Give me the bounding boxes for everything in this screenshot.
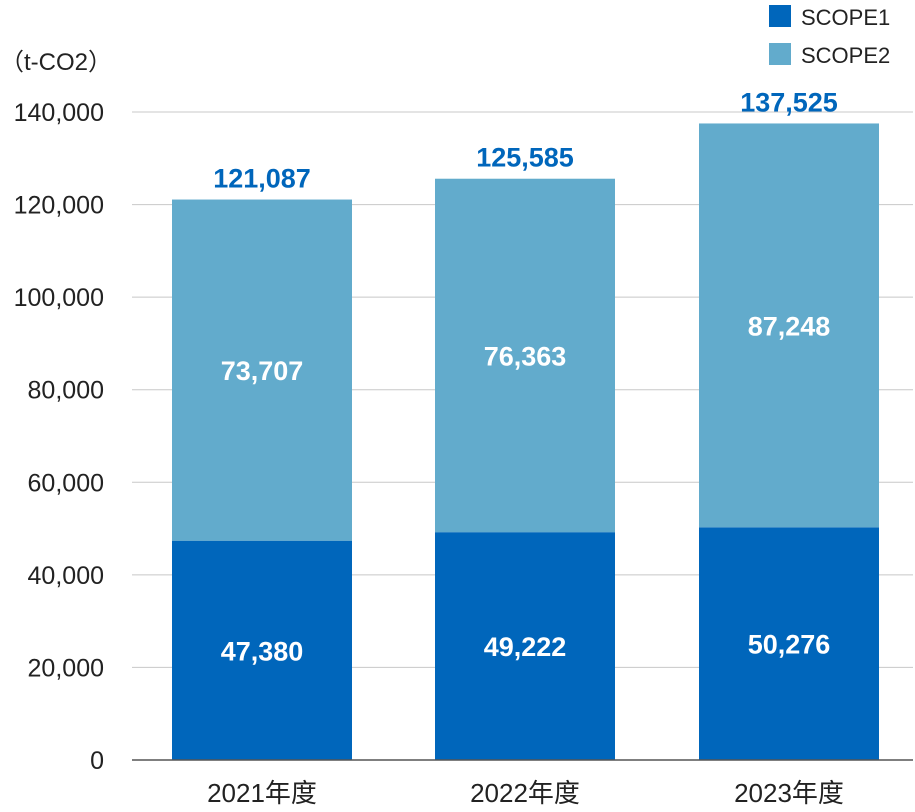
bars [172, 123, 879, 760]
y-tick-label: 100,000 [14, 284, 104, 312]
bar-segment-scope1-3 [699, 527, 879, 760]
bar-segment-scope1-2 [435, 532, 615, 760]
x-category-label: 2023年度 [734, 778, 844, 808]
x-category-label: 2021年度 [207, 778, 317, 808]
legend-label-scope1: SCOPE1 [801, 5, 890, 30]
data-labels: 47,380 73,707 121,087 49,222 76,363 125,585 50… [213, 87, 838, 666]
bar-segment-scope2-2 [435, 178, 615, 533]
legend-swatch-scope1 [769, 5, 791, 27]
bar-segment-scope2-1 [172, 199, 352, 541]
y-tick-label: 140,000 [14, 99, 104, 127]
legend: SCOPE1 SCOPE2 [769, 5, 890, 68]
x-category-label: 2022年度 [470, 778, 580, 808]
y-tick-label: 80,000 [28, 377, 104, 405]
total-value-label: 121,087 [213, 164, 311, 194]
y-axis-unit-label: （t-CO2） [0, 49, 112, 76]
segment-value-label: 49,222 [484, 632, 567, 662]
bar-segment-scope2-3 [699, 123, 879, 528]
axes: 0 20,000 40,000 60,000 80,000 100,000 120,000 1… [14, 99, 913, 808]
y-tick-label: 40,000 [28, 562, 104, 590]
y-tick-label: 20,000 [28, 654, 104, 682]
total-value-label: 125,585 [476, 143, 574, 173]
segment-value-label: 76,363 [484, 341, 567, 371]
segment-value-label: 47,380 [221, 636, 304, 666]
total-value-label: 137,525 [740, 87, 838, 117]
legend-swatch-scope2 [769, 43, 791, 65]
y-tick-label: 60,000 [28, 469, 104, 497]
segment-value-label: 50,276 [748, 630, 831, 660]
legend-label-scope2: SCOPE2 [801, 43, 890, 68]
segment-value-label: 87,248 [748, 311, 831, 341]
bar-segment-scope1-1 [172, 540, 352, 760]
y-tick-label: 0 [90, 747, 104, 775]
segment-value-label: 73,707 [221, 356, 304, 386]
y-tick-label: 120,000 [14, 192, 104, 220]
